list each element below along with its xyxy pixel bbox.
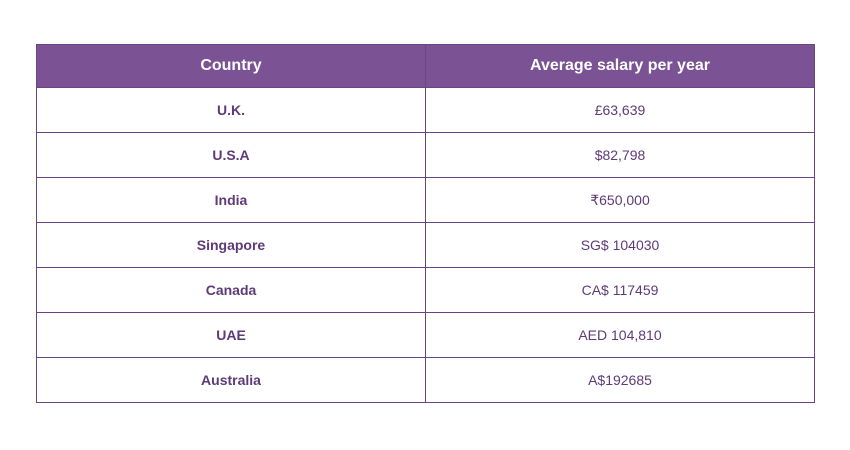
salary-cell: $82,798 <box>425 132 815 178</box>
table-row: Singapore SG$ 104030 <box>36 222 815 268</box>
header-country: Country <box>36 44 426 88</box>
salary-cell: £63,639 <box>425 87 815 133</box>
country-cell: U.K. <box>36 87 426 133</box>
table-header: Country Average salary per year <box>36 44 815 88</box>
salary-cell: CA$ 117459 <box>425 267 815 313</box>
country-cell: Singapore <box>36 222 426 268</box>
country-cell: India <box>36 177 426 223</box>
salary-table: Country Average salary per year U.K. £63… <box>36 44 815 403</box>
table-row: U.S.A $82,798 <box>36 132 815 178</box>
table-row: Australia A$192685 <box>36 357 815 403</box>
country-cell: UAE <box>36 312 426 358</box>
salary-cell: SG$ 104030 <box>425 222 815 268</box>
table-row: UAE AED 104,810 <box>36 312 815 358</box>
table-row: India ₹650,000 <box>36 177 815 223</box>
header-row: Country Average salary per year <box>36 44 815 88</box>
salary-cell: ₹650,000 <box>425 177 815 223</box>
country-cell: Canada <box>36 267 426 313</box>
table-row: Canada CA$ 117459 <box>36 267 815 313</box>
salary-cell: A$192685 <box>425 357 815 403</box>
country-cell: U.S.A <box>36 132 426 178</box>
salary-cell: AED 104,810 <box>425 312 815 358</box>
table-body: U.K. £63,639 U.S.A $82,798 India ₹650,00… <box>36 87 815 403</box>
header-average-salary: Average salary per year <box>425 44 815 88</box>
table-row: U.K. £63,639 <box>36 87 815 133</box>
country-cell: Australia <box>36 357 426 403</box>
